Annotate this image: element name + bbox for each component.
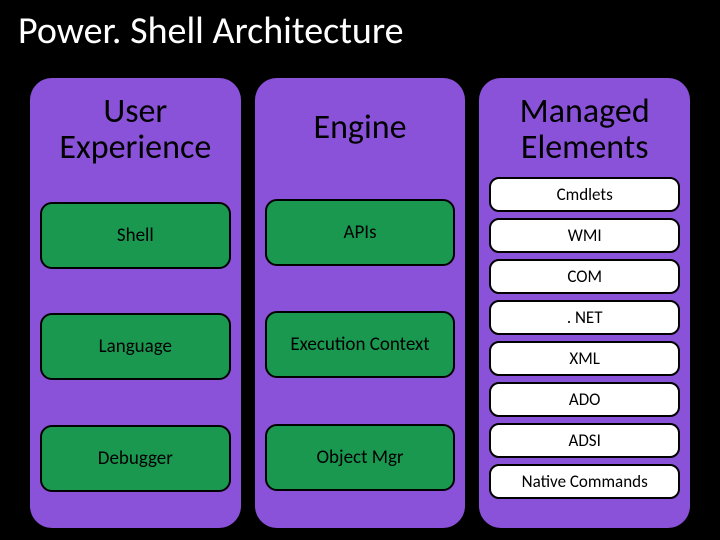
column-managed-elements: Managed Elements Cmdlets WMI COM . NET X… — [479, 78, 690, 528]
item-box: Object Mgr — [265, 424, 456, 491]
item-box: Shell — [40, 202, 231, 269]
column-header: Managed Elements — [489, 86, 680, 175]
item-box: APIs — [265, 199, 456, 266]
column-body: Cmdlets WMI COM . NET XML ADO ADSI Nativ… — [489, 175, 680, 518]
column-body: APIs Execution Context Object Mgr — [265, 172, 456, 518]
page-title: Power. Shell Architecture — [18, 8, 404, 54]
item-box: COM — [489, 259, 680, 294]
item-box: XML — [489, 341, 680, 376]
item-box: WMI — [489, 218, 680, 253]
item-box: . NET — [489, 300, 680, 335]
item-box: ADSI — [489, 423, 680, 458]
item-box: ADO — [489, 382, 680, 417]
column-engine: Engine APIs Execution Context Object Mgr — [255, 78, 466, 528]
item-box: Language — [40, 313, 231, 380]
column-header: Engine — [265, 86, 456, 172]
item-box: Execution Context — [265, 311, 456, 378]
column-body: Shell Language Debugger — [40, 175, 231, 518]
item-box: Debugger — [40, 425, 231, 492]
column-user-experience: User Experience Shell Language Debugger — [30, 78, 241, 528]
item-box: Native Commands — [489, 464, 680, 499]
item-box: Cmdlets — [489, 177, 680, 212]
columns-container: User Experience Shell Language Debugger … — [30, 78, 690, 528]
column-header: User Experience — [40, 86, 231, 175]
